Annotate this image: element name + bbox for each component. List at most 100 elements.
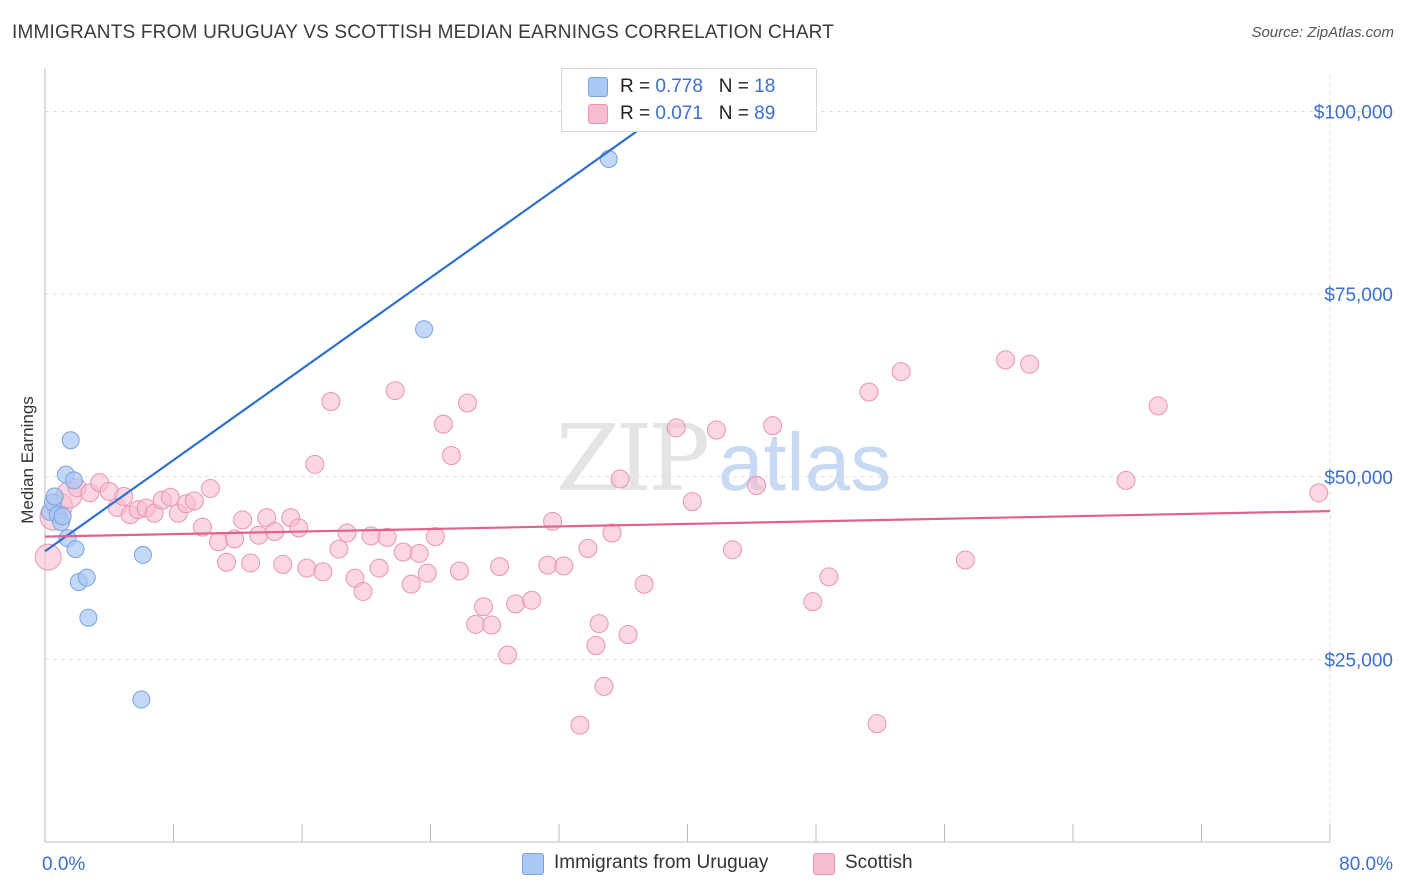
scottish-point [506, 594, 526, 614]
uruguay-points [40, 150, 618, 709]
scottish-point [474, 597, 494, 617]
scottish-point [433, 414, 453, 434]
y-tick-label: $75,000 [1324, 285, 1393, 306]
scottish-point [610, 469, 630, 489]
bottom-legend-swatch-uruguay [522, 853, 544, 875]
scottish-point [241, 553, 261, 573]
scottish-point [482, 615, 502, 635]
scottish-point [409, 543, 429, 563]
x-tick-label-max: 80.0% [1339, 854, 1393, 875]
y-axis-label: Median Earnings [18, 396, 37, 524]
watermark-zip: ZIP [556, 405, 707, 512]
scottish-point [602, 523, 622, 543]
scottish-point [217, 552, 237, 572]
scottish-point [803, 592, 823, 612]
y-tick-label: $50,000 [1324, 468, 1393, 489]
scottish-point [200, 478, 220, 498]
scottish-point [184, 491, 204, 511]
uruguay-point [66, 540, 85, 559]
uruguay-point [415, 320, 434, 339]
legend-n-uruguay: 18 [754, 76, 776, 97]
scottish-point [393, 542, 413, 562]
y-tick-labels: $25,000 $50,000 $75,000 $100,000 [1314, 103, 1393, 672]
x-tick-labels: 0.0% 80.0% [42, 854, 1393, 875]
y-tick-label: $25,000 [1324, 650, 1393, 671]
axes [44, 68, 1331, 843]
scottish-point [554, 556, 574, 576]
scottish-point [401, 574, 421, 594]
legend-n-scottish: 89 [754, 103, 776, 124]
scottish-point [273, 554, 293, 574]
chart-source: Source: ZipAtlas.com [1251, 24, 1394, 41]
scottish-point [377, 527, 397, 547]
uruguay-point [64, 471, 83, 490]
uruguay-point [133, 545, 152, 564]
scottish-point [666, 418, 686, 438]
scottish-point [329, 539, 349, 559]
scottish-point [457, 393, 477, 413]
scottish-point [996, 350, 1016, 370]
uruguay-point [45, 487, 64, 506]
scottish-point [586, 636, 606, 656]
scottish-point [594, 676, 614, 696]
scottish-points [34, 350, 1329, 735]
legend-swatch-scottish [588, 104, 608, 124]
scottish-point [578, 538, 598, 558]
scottish-point [385, 381, 405, 401]
legend-swatch-uruguay [588, 77, 608, 97]
scottish-trend-line [44, 509, 1331, 538]
watermark: ZIP atlas [556, 405, 891, 512]
uruguay-point [132, 690, 151, 709]
x-tick-label-min: 0.0% [42, 854, 85, 875]
legend-r-scottish: 0.071 [655, 103, 703, 124]
scottish-point [955, 550, 975, 570]
scottish-point [321, 392, 341, 412]
scottish-point [867, 714, 887, 734]
scottish-point [682, 492, 702, 512]
uruguay-point [599, 150, 618, 169]
bottom-legend-label-scottish: Scottish [845, 852, 913, 873]
scottish-point [208, 532, 228, 552]
scottish-point [859, 382, 879, 402]
chart-title: IMMIGRANTS FROM URUGUAY VS SCOTTISH MEDI… [12, 22, 835, 43]
scottish-point [353, 581, 373, 601]
scottish-point [465, 614, 485, 634]
scottish-point [763, 416, 783, 436]
scottish-point [1116, 470, 1136, 490]
scottish-point [160, 487, 180, 507]
y-tick-label: $100,000 [1314, 103, 1393, 124]
watermark-atlas: atlas [718, 417, 891, 508]
scottish-point [225, 529, 245, 549]
scottish-point [313, 562, 333, 582]
scottish-point [192, 517, 212, 537]
scottish-point [305, 454, 325, 474]
scottish-point [34, 543, 62, 571]
scottish-point [249, 525, 269, 545]
scottish-point [706, 420, 726, 440]
legend-r-uruguay: 0.778 [655, 76, 703, 97]
legend-text-scottish: R = 0.071 N = 89 [620, 103, 776, 124]
scottish-point [490, 557, 510, 577]
scottish-point [233, 510, 253, 530]
uruguay-point [77, 568, 96, 587]
uruguay-trend-line [44, 88, 697, 553]
scottish-point [522, 590, 542, 610]
scottish-point [618, 625, 638, 645]
scottish-point [1148, 396, 1168, 416]
correlation-legend: R = 0.778 N = 18 R = 0.071 N = 89 [561, 68, 817, 132]
legend-text-uruguay: R = 0.778 N = 18 [620, 76, 776, 97]
scottish-point [589, 614, 609, 634]
uruguay-point [79, 608, 98, 627]
scottish-point [425, 527, 445, 547]
bottom-legend-label-uruguay: Immigrants from Uruguay [554, 852, 769, 873]
scottish-point [570, 715, 590, 735]
bottom-legend-swatch-scottish [813, 853, 835, 875]
scottish-point [337, 523, 357, 543]
uruguay-point [61, 431, 80, 450]
scottish-point [1309, 483, 1329, 503]
scottish-point [297, 558, 317, 578]
scottish-point [819, 567, 839, 587]
scottish-point [891, 362, 911, 382]
scottish-point [417, 563, 437, 583]
uruguay-point [53, 507, 72, 526]
